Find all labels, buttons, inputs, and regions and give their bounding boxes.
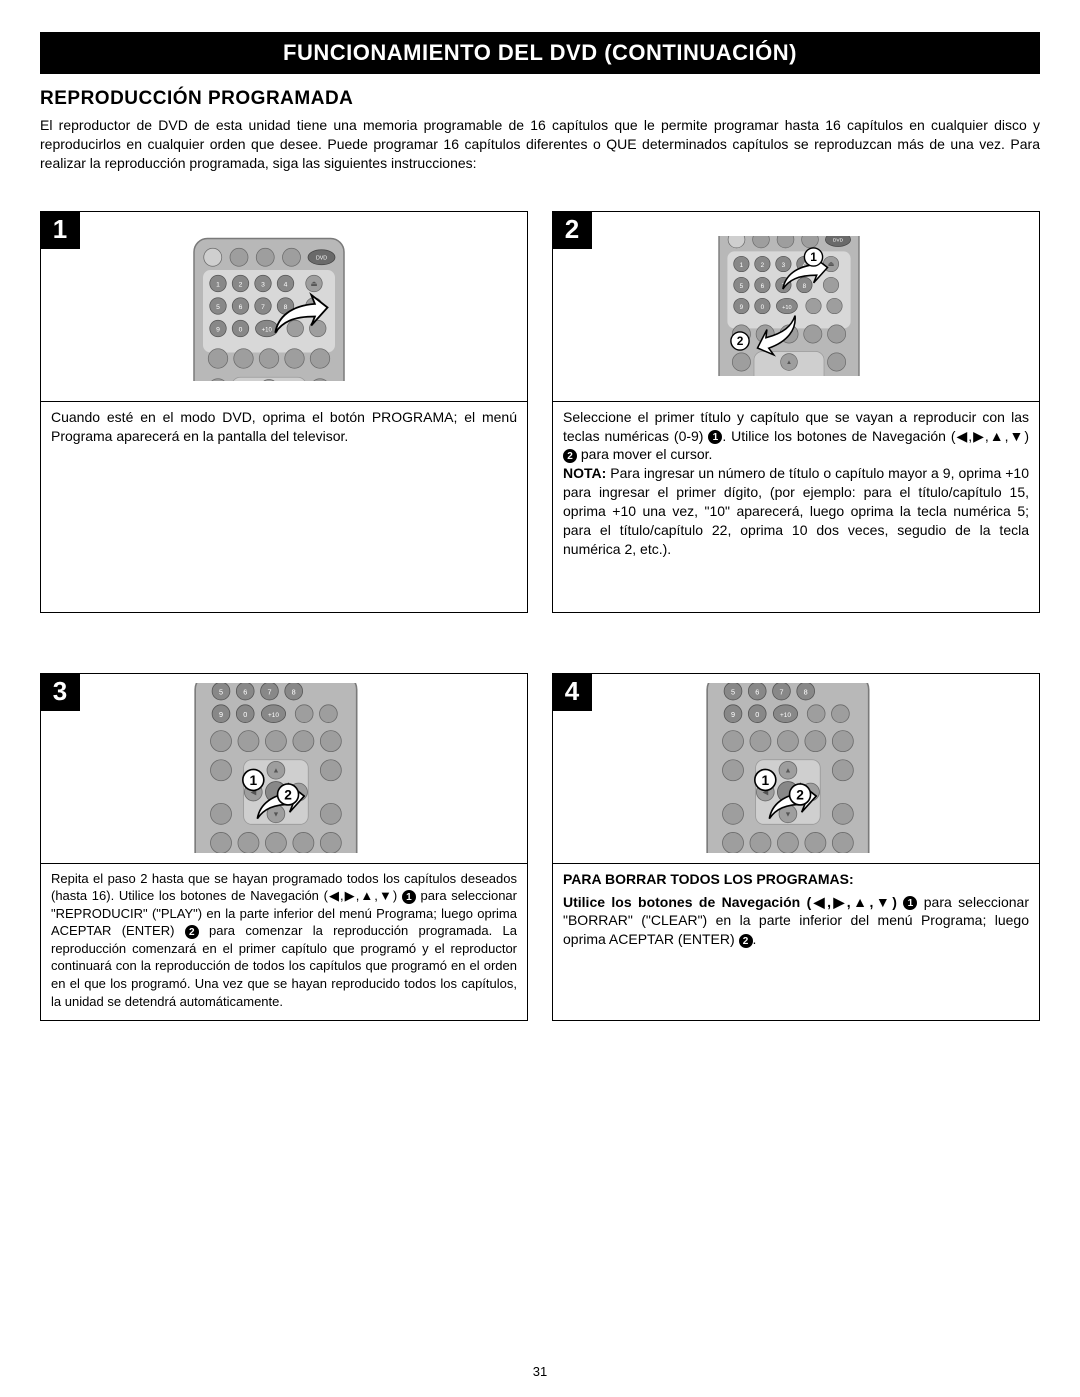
step-1-text: Cuando esté en el modo DVD, oprima el bo…: [41, 402, 527, 612]
page-title-bar: FUNCIONAMIENTO DEL DVD (CONTINUACIÓN): [40, 32, 1040, 74]
step-4-text: PARA BORRAR TODOS LOS PROGRAMAS: Utilice…: [553, 864, 1039, 960]
step-2-text: Seleccione el primer título y capítulo q…: [553, 402, 1039, 612]
step-4: 4 PARA BORRAR TODOS LOS PROGRAMAS: Utili…: [552, 673, 1040, 1021]
step-2: 2 Seleccione el primer título y capítulo…: [552, 211, 1040, 613]
step-3-text: Repita el paso 2 hasta que se hayan prog…: [41, 864, 527, 1020]
step-2-image: [553, 212, 1039, 402]
step-4-image: [553, 674, 1039, 864]
step-3-image: [41, 674, 527, 864]
step-3-number: 3: [40, 673, 80, 711]
page-number: 31: [533, 1364, 547, 1379]
step-1-image: [41, 212, 527, 402]
step-1: 1 Cuando esté en el modo DVD, oprima el …: [40, 211, 528, 613]
step-2-number: 2: [552, 211, 592, 249]
steps-grid: 1 Cuando esté en el modo DVD, oprima el …: [40, 211, 1040, 1021]
intro-paragraph: El reproductor de DVD de esta unidad tie…: [40, 116, 1040, 173]
section-subtitle: REPRODUCCIÓN PROGRAMADA: [40, 88, 1040, 110]
step-1-number: 1: [40, 211, 80, 249]
step-4-number: 4: [552, 673, 592, 711]
step-3: 3 Repita el paso 2 hasta que se hayan pr…: [40, 673, 528, 1021]
